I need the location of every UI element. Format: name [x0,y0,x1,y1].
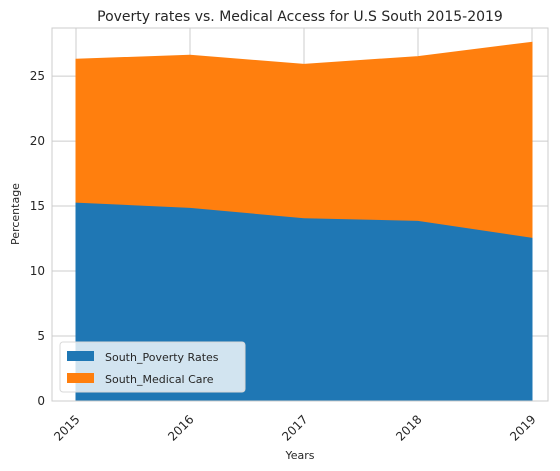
x-tick-label: 2016 [165,412,196,443]
y-axis-label: Percentage [9,183,22,245]
legend: South_Poverty Rates South_Medical Care [59,341,246,393]
chart-title: Poverty rates vs. Medical Access for U.S… [97,9,503,25]
y-tick-label: 10 [30,264,45,278]
y-tick-label: 20 [30,134,45,148]
plot-frame [51,27,549,402]
legend-box [59,341,246,393]
x-tick-label: 2015 [51,412,82,443]
legend-label-medical: South_Medical Care [105,373,214,386]
y-tick-labels: 0 5 10 15 20 25 [30,69,45,408]
x-tick-label: 2019 [507,412,538,443]
y-tick-label: 0 [37,394,45,408]
x-axis-label: Years [284,449,314,462]
y-tick-label: 25 [30,69,45,83]
area-medical-care [75,41,533,238]
x-tick-label: 2017 [279,412,310,443]
y-tick-label: 5 [37,329,45,343]
legend-swatch-poverty [67,351,94,361]
legend-label-poverty: South_Poverty Rates [105,351,219,364]
legend-swatch-medical [67,373,94,383]
y-tick-label: 15 [30,199,45,213]
x-tick-label: 2018 [393,412,424,443]
x-tick-labels: 2015 2016 2017 2018 2019 [51,412,538,443]
